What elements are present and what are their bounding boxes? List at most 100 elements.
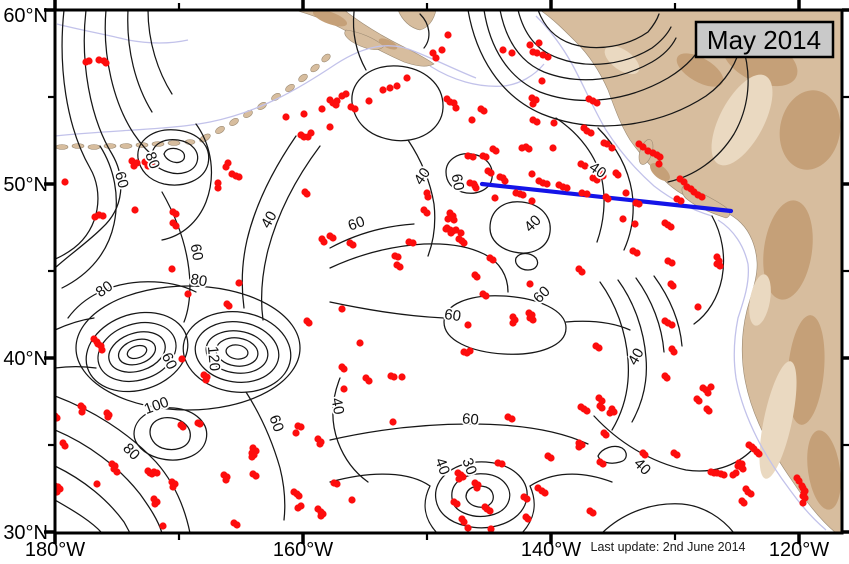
float-marker — [365, 377, 373, 385]
float-marker — [523, 495, 531, 503]
float-marker — [487, 525, 495, 533]
float-marker — [610, 408, 618, 416]
float-marker — [61, 178, 69, 186]
y-axis-labels: 60°N 50°N 40°N 30°N — [3, 5, 48, 544]
float-marker — [670, 348, 678, 356]
float-marker — [102, 59, 110, 67]
float-marker — [147, 160, 155, 168]
float-marker — [178, 355, 186, 363]
float-marker — [704, 389, 712, 397]
float-marker — [85, 57, 93, 65]
float-marker — [541, 489, 549, 497]
float-marker — [549, 144, 557, 152]
float-marker — [93, 480, 101, 488]
float-marker — [248, 453, 256, 461]
terrain-shading-light — [604, 45, 797, 479]
date-badge-label: May 2014 — [707, 25, 821, 55]
float-marker — [333, 480, 341, 488]
contour-value-label: 80 — [189, 271, 208, 291]
float-marker — [396, 263, 404, 271]
float-marker — [184, 290, 192, 298]
float-marker — [602, 431, 610, 439]
float-marker — [295, 492, 303, 500]
float-marker — [600, 139, 608, 147]
float-marker — [172, 222, 180, 230]
float-marker — [222, 476, 230, 484]
float-marker — [598, 404, 606, 412]
float-marker — [151, 500, 159, 508]
float-marker — [365, 97, 373, 105]
float-marker — [348, 496, 356, 504]
float-marker — [282, 113, 290, 121]
float-marker — [214, 184, 222, 192]
float-marker — [668, 321, 676, 329]
float-marker — [550, 119, 558, 127]
float-marker — [698, 193, 706, 201]
float-marker — [235, 173, 243, 181]
float-marker — [547, 454, 555, 462]
float-marker — [98, 346, 106, 354]
float-marker — [729, 471, 737, 479]
float-marker — [349, 241, 357, 249]
float-marker — [480, 107, 488, 115]
float-marker — [581, 162, 589, 170]
contour-value-label: 40 — [328, 397, 348, 416]
float-marker — [535, 39, 543, 47]
float-marker — [509, 319, 517, 327]
float-marker — [460, 239, 468, 247]
float-marker — [619, 215, 627, 223]
float-marker — [482, 153, 490, 161]
float-marker — [342, 90, 350, 98]
float-marker — [464, 321, 472, 329]
float-marker — [543, 180, 551, 188]
float-marker — [799, 499, 807, 507]
float-marker — [202, 376, 210, 384]
float-marker — [608, 144, 616, 152]
float-marker — [544, 53, 552, 61]
float-marker — [599, 460, 607, 468]
float-marker — [317, 512, 325, 520]
float-marker — [297, 423, 305, 431]
float-marker — [457, 229, 465, 237]
float-marker — [593, 99, 601, 107]
float-marker — [303, 190, 311, 198]
float-marker — [294, 504, 302, 512]
float-marker — [99, 212, 107, 220]
float-marker — [153, 469, 161, 477]
float-marker — [292, 429, 300, 437]
float-marker — [598, 397, 606, 405]
float-marker — [498, 460, 506, 468]
float-marker — [389, 418, 397, 426]
float-marker — [656, 153, 664, 161]
float-marker — [450, 216, 458, 224]
float-marker — [133, 159, 141, 167]
float-marker — [716, 262, 724, 270]
x-axis-tick-label: 180°W — [25, 539, 85, 561]
float-marker — [423, 209, 431, 217]
float-marker — [528, 311, 536, 319]
float-marker — [633, 249, 641, 257]
float-marker — [168, 265, 176, 273]
float-marker — [409, 239, 417, 247]
float-marker — [351, 105, 359, 113]
y-axis-tick-label: 60°N — [3, 5, 48, 27]
float-marker — [307, 129, 315, 137]
float-marker — [755, 450, 763, 458]
float-marker — [524, 515, 532, 523]
alaska-mainland — [397, 10, 437, 31]
float-marker — [587, 129, 595, 137]
float-marker — [472, 184, 480, 192]
float-marker — [444, 31, 452, 39]
float-marker — [622, 189, 630, 197]
float-marker — [305, 319, 313, 327]
float-marker — [614, 171, 622, 179]
float-marker — [61, 442, 69, 450]
last-update-note: Last update: 2nd June 2014 — [591, 540, 746, 554]
float-marker — [329, 234, 337, 242]
float-marker — [316, 440, 324, 448]
float-marker — [663, 374, 671, 382]
float-marker — [707, 383, 715, 391]
contour-value-label: 60 — [443, 306, 462, 325]
float-marker — [225, 302, 233, 310]
